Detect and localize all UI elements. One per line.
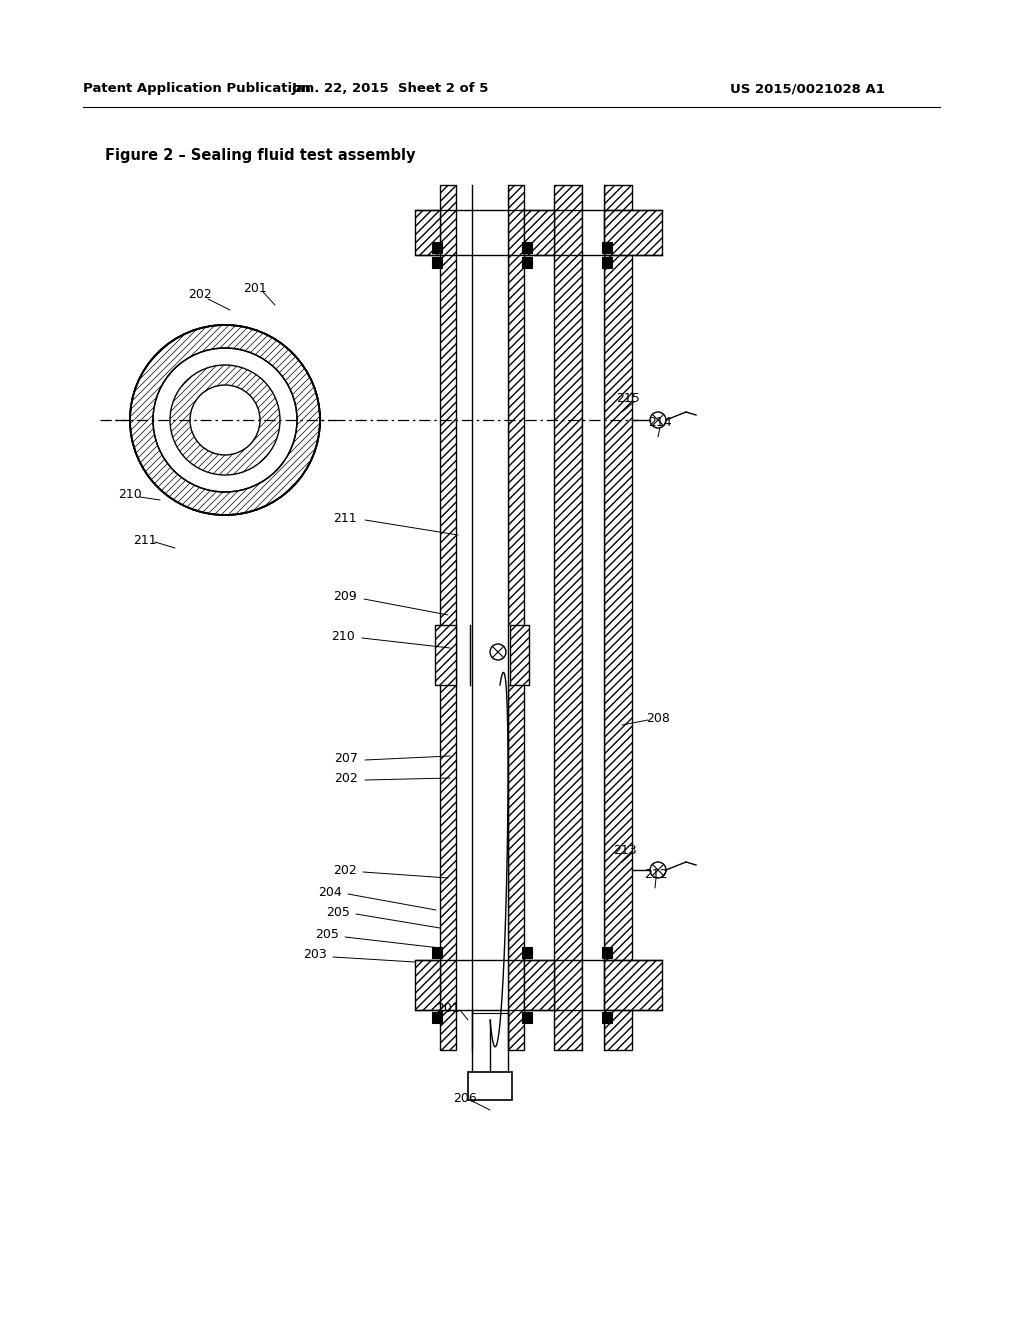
Text: 204: 204 [318, 886, 342, 899]
Bar [508, 185, 524, 1049]
Text: 206: 206 [454, 1092, 477, 1105]
Text: 202: 202 [188, 289, 212, 301]
Bar [472, 185, 508, 1049]
Text: 208: 208 [646, 711, 670, 725]
Bar [604, 185, 632, 1049]
Text: 214: 214 [648, 417, 672, 429]
Text: 211: 211 [333, 511, 356, 524]
Bar [524, 960, 554, 1010]
Circle shape [190, 385, 260, 455]
Text: Jan. 22, 2015  Sheet 2 of 5: Jan. 22, 2015 Sheet 2 of 5 [291, 82, 488, 95]
Circle shape [153, 348, 297, 492]
Bar [602, 946, 612, 958]
Bar [432, 946, 442, 958]
Text: Figure 2 – Sealing fluid test assembly: Figure 2 – Sealing fluid test assembly [105, 148, 416, 162]
Bar [522, 257, 532, 268]
Bar [415, 960, 440, 1010]
Bar [554, 185, 582, 1049]
Bar [602, 257, 612, 268]
Circle shape [130, 325, 319, 515]
Text: 203: 203 [303, 949, 327, 961]
Text: 207: 207 [334, 751, 358, 764]
Text: 201: 201 [243, 281, 267, 294]
Bar [508, 624, 529, 685]
Bar [522, 946, 532, 958]
Text: 212: 212 [644, 867, 668, 880]
Text: 210: 210 [331, 630, 355, 643]
Text: 202: 202 [333, 863, 357, 876]
Text: 201: 201 [436, 1002, 460, 1015]
Text: 215: 215 [616, 392, 640, 404]
Bar [604, 210, 662, 255]
Bar [522, 1012, 532, 1023]
Text: 202: 202 [334, 771, 357, 784]
Text: 205: 205 [315, 928, 339, 941]
Bar [470, 624, 510, 685]
Circle shape [130, 325, 319, 515]
Bar [524, 210, 554, 255]
Bar [432, 1012, 442, 1023]
Bar [582, 185, 604, 1049]
Bar [604, 960, 662, 1010]
Bar [432, 242, 442, 253]
Text: 209: 209 [333, 590, 357, 603]
Text: 211: 211 [133, 533, 157, 546]
Bar [468, 1072, 512, 1100]
Bar [415, 210, 440, 255]
Circle shape [128, 323, 322, 517]
Bar [522, 242, 532, 253]
Bar [472, 1010, 508, 1012]
Text: 213: 213 [613, 843, 637, 857]
Bar [602, 1012, 612, 1023]
Bar [440, 185, 456, 1049]
Text: 210: 210 [118, 488, 142, 502]
Text: 205: 205 [326, 906, 350, 919]
Bar [432, 257, 442, 268]
Text: US 2015/0021028 A1: US 2015/0021028 A1 [730, 82, 885, 95]
Bar [602, 242, 612, 253]
Text: Patent Application Publication: Patent Application Publication [83, 82, 310, 95]
Bar [435, 624, 456, 685]
